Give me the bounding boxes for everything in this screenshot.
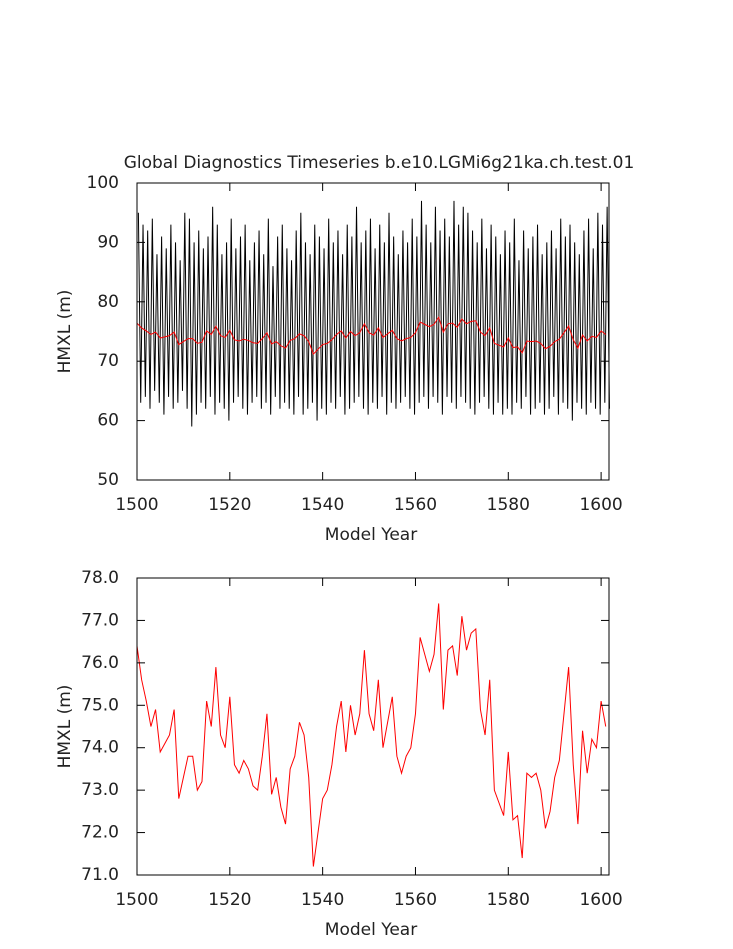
x-tick-label: 1580 bbox=[487, 495, 530, 515]
y-tick-label: 74.0 bbox=[81, 738, 119, 758]
y-tick-label: 73.0 bbox=[81, 780, 119, 800]
x-axis-label: Model Year bbox=[325, 920, 417, 940]
data-line bbox=[136, 316, 607, 355]
y-tick-label: 78.0 bbox=[81, 568, 119, 588]
y-tick-label: 60 bbox=[97, 411, 119, 431]
chart-title: Global Diagnostics Timeseries b.e10.LGMi… bbox=[124, 153, 635, 173]
y-tick-label: 100 bbox=[87, 173, 119, 193]
x-tick-label: 1540 bbox=[301, 890, 344, 910]
y-tick-label: 77.0 bbox=[81, 610, 119, 630]
y-tick-label: 50 bbox=[97, 470, 119, 490]
y-tick-label: 70 bbox=[97, 351, 119, 371]
data-line bbox=[136, 603, 607, 867]
x-tick-label: 1520 bbox=[208, 890, 251, 910]
x-tick-label: 1580 bbox=[487, 890, 530, 910]
x-axis-label: Model Year bbox=[325, 525, 417, 545]
x-tick-label: 1600 bbox=[579, 890, 622, 910]
plot-frame bbox=[136, 182, 610, 481]
y-axis-label: HMXL (m) bbox=[55, 290, 75, 374]
y-tick-label: 75.0 bbox=[81, 695, 119, 715]
x-tick-label: 1500 bbox=[115, 890, 158, 910]
y-tick-label: 72.0 bbox=[81, 823, 119, 843]
x-tick-label: 1540 bbox=[301, 495, 344, 515]
x-tick-label: 1520 bbox=[208, 495, 251, 515]
plot-frame bbox=[136, 577, 610, 876]
data-line bbox=[137, 200, 610, 427]
x-tick-label: 1600 bbox=[579, 495, 622, 515]
y-tick-label: 90 bbox=[97, 232, 119, 252]
x-tick-label: 1560 bbox=[394, 495, 437, 515]
y-tick-label: 80 bbox=[97, 292, 119, 312]
x-tick-label: 1500 bbox=[115, 495, 158, 515]
y-tick-label: 76.0 bbox=[81, 653, 119, 673]
y-tick-label: 71.0 bbox=[81, 865, 119, 885]
y-axis-label: HMXL (m) bbox=[55, 685, 75, 769]
x-tick-label: 1560 bbox=[394, 890, 437, 910]
